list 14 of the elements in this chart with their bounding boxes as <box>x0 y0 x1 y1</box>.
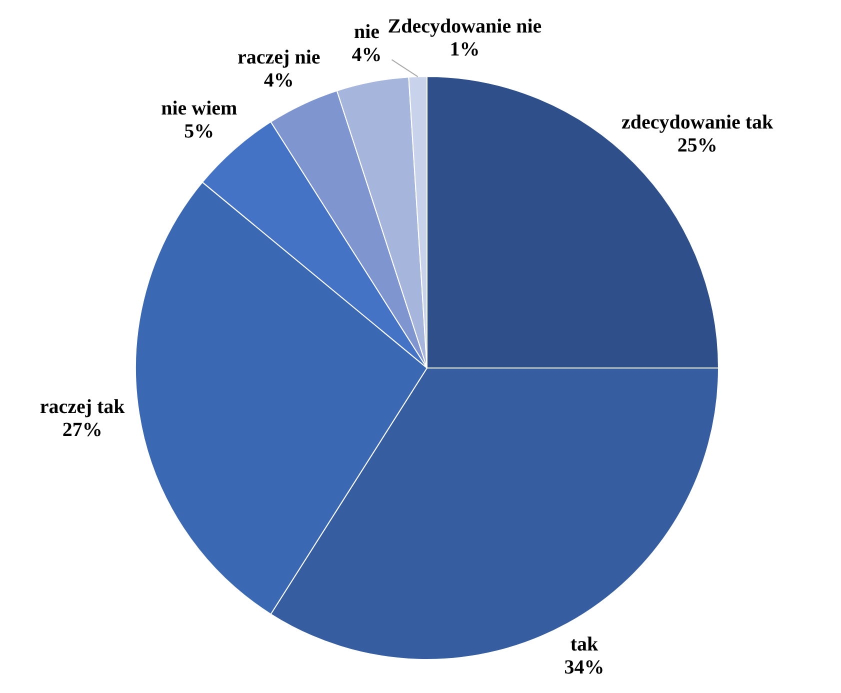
slice-label: raczej tak <box>40 396 126 418</box>
data-label: 1% <box>450 38 480 60</box>
slice-label: tak <box>570 633 600 656</box>
data-label: 34% <box>564 656 604 678</box>
data-label: 4% <box>352 44 382 66</box>
slice-label: Zdecydowanie nie <box>388 15 542 38</box>
data-label: 5% <box>184 120 214 143</box>
slice-label: nie wiem <box>161 98 238 120</box>
data-label: 4% <box>264 70 294 92</box>
slice-label: raczej nie <box>238 46 320 69</box>
data-label: 27% <box>62 419 102 442</box>
slice-label: nie <box>354 21 380 44</box>
slice-label: zdecydowanie tak <box>622 112 774 134</box>
data-label: 25% <box>677 134 718 157</box>
